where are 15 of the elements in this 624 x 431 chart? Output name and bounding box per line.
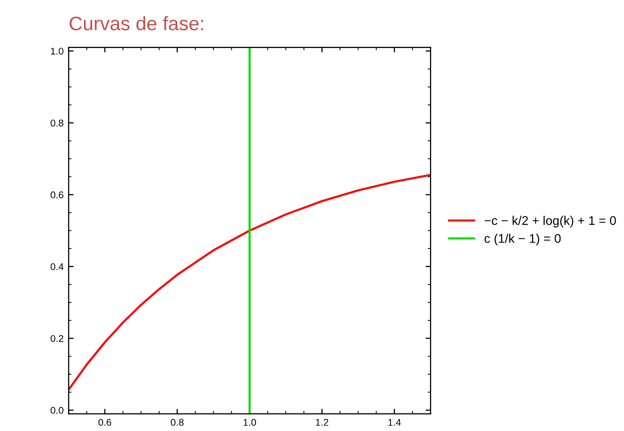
y-tick-label: 1.0: [51, 48, 64, 55]
y-tick-label: 0.0: [50, 406, 64, 414]
legend-label: c (1/k − 1) = 0: [484, 234, 561, 246]
x-tick-label: 0.8: [170, 418, 184, 426]
line-series: [68, 174, 431, 391]
x-tick-label: 1.2: [316, 418, 328, 426]
y-tick-label: 0.2: [50, 335, 64, 342]
x-tick-label: 0.6: [98, 418, 112, 426]
x-tick-label: 1.0: [244, 418, 256, 426]
x-tick-label: 1.4: [388, 418, 401, 426]
y-tick-label: 0.4: [50, 263, 64, 270]
y-tick-label: 0.6: [50, 191, 64, 198]
legend-label: −c − k/2 + log(k) + 1 = 0: [484, 216, 616, 228]
y-tick-label: 0.8: [50, 120, 64, 126]
chart-title: Curvas de fase:: [70, 16, 204, 30]
